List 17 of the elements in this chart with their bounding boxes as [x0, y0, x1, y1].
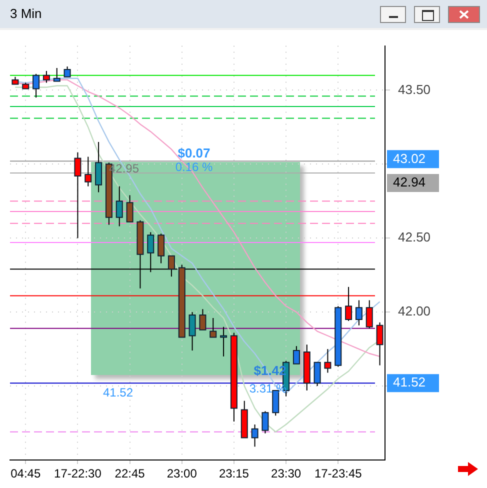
- x-tick-label: 23:30: [271, 466, 302, 481]
- x-tick-label: 23:00: [166, 466, 198, 481]
- ref-line-label: 41.52: [393, 374, 426, 390]
- x-tick-label: 23:15: [218, 466, 250, 481]
- annotation: 41.52: [102, 386, 134, 400]
- annotation: $0.07: [178, 145, 210, 160]
- ref-line-label: 43.02: [393, 150, 426, 166]
- chart-title: 3 Min: [10, 6, 42, 21]
- ref-line-label: 42.94: [393, 174, 426, 190]
- x-tick-label: 17-23:45: [314, 466, 362, 481]
- annotation: 3.31 %: [249, 381, 288, 396]
- x-tick-label: 04:45: [10, 466, 41, 481]
- y-tick-label: 42.00: [398, 304, 431, 319]
- x-tick-label: 17-22:30: [54, 466, 102, 481]
- x-tick-label: 22:45: [114, 466, 146, 481]
- y-tick-label: 42.50: [398, 230, 431, 245]
- y-tick-label: 43.50: [398, 82, 431, 97]
